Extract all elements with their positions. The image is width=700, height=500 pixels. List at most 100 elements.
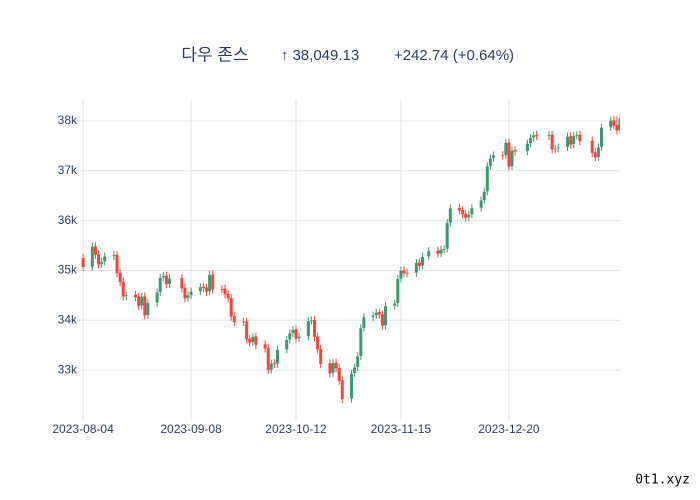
candle-body bbox=[507, 142, 511, 167]
candle-body bbox=[405, 272, 409, 274]
candle-body bbox=[146, 303, 150, 315]
candle-body bbox=[254, 336, 258, 345]
candle-body bbox=[362, 317, 366, 328]
candle-body bbox=[436, 250, 440, 254]
candle-body bbox=[427, 251, 431, 257]
y-tick-label: 34k bbox=[58, 312, 78, 326]
candle-body bbox=[266, 348, 270, 371]
x-tick-label: 2023-09-08 bbox=[160, 422, 222, 436]
candle-body bbox=[100, 261, 104, 264]
candle-body bbox=[578, 134, 582, 142]
x-tick-label: 2023-08-04 bbox=[52, 422, 114, 436]
candle-body bbox=[340, 380, 344, 400]
candle-body bbox=[414, 262, 418, 273]
candle-body bbox=[464, 213, 468, 218]
chart-title: 다우 존스 bbox=[181, 45, 248, 64]
candle-body bbox=[90, 246, 94, 267]
candle-body bbox=[124, 295, 128, 297]
candle-body bbox=[115, 254, 119, 274]
candle-body bbox=[337, 367, 341, 381]
watermark: 0t1.xyz bbox=[635, 473, 690, 488]
y-tick-label: 33k bbox=[58, 362, 78, 376]
candle-body bbox=[334, 362, 338, 369]
candle-body bbox=[220, 289, 224, 290]
candle-body bbox=[245, 321, 249, 340]
candle-body bbox=[205, 287, 209, 292]
candle-body bbox=[535, 134, 539, 137]
candle-body bbox=[479, 200, 483, 208]
candle-body bbox=[306, 321, 310, 337]
candle-body bbox=[328, 363, 332, 374]
candle-body bbox=[566, 136, 570, 148]
candle-body bbox=[331, 363, 335, 373]
candle-body bbox=[232, 316, 236, 323]
candle-body bbox=[488, 158, 492, 166]
candle-body bbox=[269, 363, 273, 370]
candle-body bbox=[590, 140, 594, 153]
candle-body bbox=[350, 373, 354, 399]
candle-body bbox=[525, 143, 529, 152]
candle-body bbox=[158, 277, 162, 292]
candle-body bbox=[198, 287, 202, 292]
candle-body bbox=[161, 275, 165, 278]
candle-body bbox=[572, 136, 576, 145]
candle-body bbox=[208, 275, 212, 292]
candle-body bbox=[97, 254, 101, 265]
candle-body bbox=[143, 296, 147, 316]
candle-body bbox=[316, 336, 320, 350]
candle-body bbox=[112, 255, 116, 256]
candle-body bbox=[448, 208, 452, 223]
candle-body bbox=[615, 125, 619, 131]
candle-body bbox=[510, 150, 514, 167]
candle-body bbox=[248, 338, 252, 343]
candle-body bbox=[180, 278, 184, 289]
candle-body bbox=[211, 274, 215, 290]
candle-body bbox=[402, 270, 406, 274]
candle-body bbox=[226, 293, 230, 299]
candle-body bbox=[201, 286, 205, 289]
candle-body bbox=[263, 344, 267, 349]
candle-body bbox=[137, 296, 141, 306]
candle-body bbox=[134, 294, 138, 298]
candle-body bbox=[223, 288, 227, 295]
candle-body bbox=[556, 147, 560, 149]
candle-body bbox=[501, 155, 505, 156]
candle-body bbox=[275, 349, 279, 364]
candle-body bbox=[442, 249, 446, 250]
candle-body bbox=[297, 336, 301, 339]
candle-body bbox=[313, 319, 317, 337]
candle-body bbox=[458, 207, 462, 211]
candle-body bbox=[288, 333, 292, 340]
candle-body bbox=[164, 275, 168, 285]
candle-body bbox=[421, 256, 425, 266]
candle-body bbox=[93, 246, 97, 255]
candle-body bbox=[485, 166, 489, 192]
candle-body bbox=[569, 136, 573, 145]
plot-area bbox=[81, 114, 620, 404]
candle-body bbox=[399, 270, 403, 279]
y-tick-label: 36k bbox=[58, 213, 78, 227]
candle-body bbox=[417, 262, 421, 267]
x-tick-label: 2023-11-15 bbox=[371, 422, 432, 436]
candle-body bbox=[359, 328, 363, 356]
candle-body bbox=[183, 287, 187, 299]
candle-body bbox=[575, 135, 579, 137]
candle-body bbox=[618, 118, 620, 131]
candle-body bbox=[167, 278, 171, 284]
candle-body bbox=[319, 348, 323, 364]
candle-body bbox=[242, 321, 246, 323]
y-tick-label: 35k bbox=[58, 263, 78, 277]
candle-body bbox=[371, 315, 375, 317]
change-label: +242.74 (+0.64%) bbox=[394, 47, 514, 64]
candle-body bbox=[353, 367, 357, 374]
candle-body bbox=[118, 272, 122, 283]
candle-body bbox=[547, 135, 551, 136]
candle-body bbox=[140, 296, 144, 306]
grid: 33k 34k 35k 36k 37k 38k 2023-08-04 2023-09-08 20… bbox=[52, 100, 620, 436]
candle-body bbox=[155, 292, 159, 303]
candle-body bbox=[532, 135, 536, 138]
candle-body bbox=[309, 320, 313, 322]
candle-body bbox=[380, 314, 384, 326]
candle-body bbox=[229, 297, 233, 317]
